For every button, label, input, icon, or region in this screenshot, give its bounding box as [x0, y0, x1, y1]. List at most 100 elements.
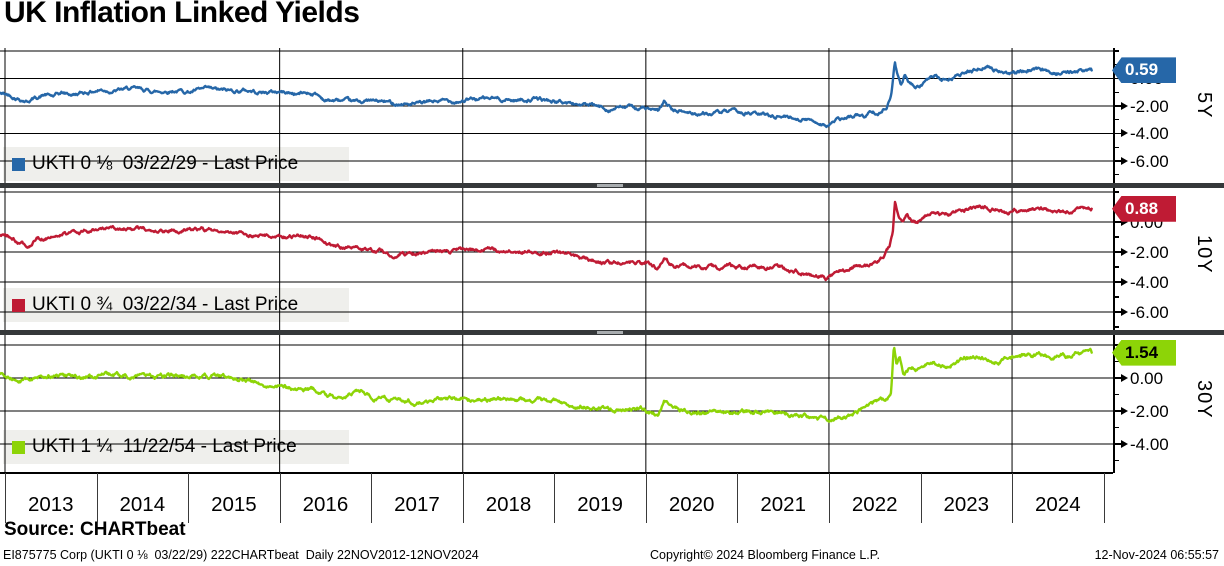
legend-swatch-icon — [12, 440, 25, 454]
last-price-tag-30Y: 1.54 — [1112, 339, 1176, 366]
x-axis-year-tick — [554, 473, 556, 523]
y-tick — [1113, 393, 1119, 396]
y-tick-arrow-icon — [1121, 373, 1128, 382]
panel-plot-30Y — [0, 335, 1113, 473]
y-tick — [1113, 174, 1119, 176]
series-line-5Y — [0, 61, 1093, 129]
x-axis-year-tick — [5, 473, 6, 523]
last-price-tag-10Y: 0.88 — [1112, 195, 1176, 222]
x-axis-year-tick — [279, 473, 281, 523]
x-axis-year-label: 2015 — [211, 493, 257, 516]
y-tick — [1113, 50, 1119, 52]
y-tick-label: 0.00 — [1130, 368, 1164, 388]
y-tick-label: -6.00 — [1130, 151, 1169, 171]
y-tick — [1113, 459, 1119, 462]
legend-background — [3, 147, 349, 181]
footer-security-info: EI875775 Corp (UKTI 0 ⅛ 03/22/29) 222CHA… — [3, 548, 479, 562]
legend-background — [3, 430, 349, 464]
y-tick — [1113, 132, 1121, 135]
y-tick — [1113, 296, 1119, 298]
y-tick — [1113, 251, 1121, 253]
y-tick-label: -4.00 — [1130, 272, 1169, 292]
y-tick — [1113, 311, 1121, 313]
chart-title: UK Inflation Linked Yields — [4, 0, 360, 29]
y-tick-label: -2.00 — [1130, 96, 1169, 116]
x-axis-year-label: 2019 — [577, 493, 623, 516]
y-tick-arrow-icon — [1121, 439, 1128, 448]
y-tick — [1113, 105, 1121, 107]
x-axis-year-label: 2018 — [485, 493, 532, 516]
y-tick — [1113, 443, 1121, 445]
legend-label: UKTI 0 ¾ 03/22/34 - Last Price — [32, 294, 299, 315]
x-axis-year-tick — [188, 473, 190, 523]
y-tick — [1113, 426, 1119, 429]
y-tick-label: -6.00 — [1130, 302, 1169, 322]
y-tick — [1113, 281, 1121, 283]
y-tick-label: -2.00 — [1130, 401, 1169, 421]
separator-drag-handle[interactable] — [597, 331, 623, 334]
y-tick-arrow-icon — [1121, 277, 1128, 286]
y-tick — [1113, 160, 1121, 162]
legend-label: UKTI 1 ¼ 11/22/54 - Last Price — [32, 436, 297, 457]
last-price-tag-5Y: 0.59 — [1112, 57, 1176, 84]
y-tick-arrow-icon — [1121, 129, 1128, 137]
y-tick — [1113, 64, 1119, 66]
y-tick-label: -4.00 — [1130, 124, 1169, 143]
x-axis-year-tick — [737, 473, 739, 523]
y-tick — [1113, 146, 1119, 148]
y-tick-arrow-icon — [1121, 307, 1128, 316]
y-tick — [1113, 266, 1119, 268]
x-axis-year-tick — [1103, 473, 1105, 523]
x-axis-year-tick — [920, 473, 922, 523]
legend-swatch-icon — [12, 157, 25, 171]
y-tick — [1113, 344, 1119, 346]
panel-axis-label-30Y: 30Y — [1193, 380, 1215, 419]
y-axis-line — [1113, 48, 1115, 473]
legend-swatch-icon — [12, 298, 25, 312]
x-axis-year-label: 2016 — [302, 493, 349, 516]
x-axis-line — [0, 471, 1113, 474]
y-tick — [1113, 326, 1119, 328]
x-axis-year-label: 2020 — [668, 493, 715, 516]
legend-label: UKTI 0 ⅛ 03/22/29 - Last Price — [32, 153, 299, 174]
y-tick — [1113, 410, 1121, 412]
legend-10Y[interactable]: UKTI 0 ¾ 03/22/34 - Last Price — [3, 288, 349, 322]
panel-separator — [0, 183, 1224, 188]
x-axis-year-tick — [371, 473, 373, 523]
y-tick-label: -2.00 — [1130, 242, 1169, 262]
y-tick-label: -4.00 — [1130, 434, 1169, 454]
y-tick-arrow-icon — [1121, 406, 1128, 415]
x-axis-year-tick — [1012, 473, 1014, 523]
y-tick — [1113, 221, 1121, 223]
separator-drag-handle[interactable] — [597, 184, 623, 187]
x-axis-year-tick — [462, 473, 464, 523]
y-tick — [1113, 236, 1119, 238]
y-tick — [1113, 360, 1119, 363]
y-tick-arrow-icon — [1121, 101, 1128, 110]
x-axis-year-label: 2013 — [27, 493, 74, 516]
panel-plot-10Y — [0, 188, 1113, 330]
y-tick — [1113, 191, 1119, 193]
panel-axis-label-5Y: 5Y — [1193, 91, 1215, 118]
footer-copyright: Copyright© 2024 Bloomberg Finance L.P. — [650, 548, 880, 562]
panel-plot-5Y — [0, 48, 1113, 183]
y-tick-arrow-icon — [1121, 156, 1128, 165]
x-axis-year-label: 2022 — [851, 493, 898, 516]
panel-axis-label-10Y: 10Y — [1193, 235, 1215, 274]
x-axis-year-label: 2014 — [119, 493, 166, 516]
x-axis-year-tick — [96, 473, 98, 523]
x-axis-year-tick — [645, 473, 647, 523]
legend-5Y[interactable]: UKTI 0 ⅛ 03/22/29 - Last Price — [3, 147, 349, 181]
y-tick-arrow-icon — [1121, 247, 1128, 256]
x-axis-year-tick — [828, 473, 830, 523]
legend-background — [3, 288, 349, 322]
y-tick — [1113, 377, 1121, 379]
series-line-30Y — [0, 346, 1093, 423]
x-axis-year-label: 2023 — [943, 493, 990, 516]
legend-30Y[interactable]: UKTI 1 ¼ 11/22/54 - Last Price — [3, 430, 349, 464]
source-label: Source: CHARTbeat — [4, 519, 186, 540]
x-axis-year-label: 2017 — [394, 493, 440, 516]
y-tick — [1113, 119, 1119, 121]
panel-separator — [0, 330, 1224, 335]
